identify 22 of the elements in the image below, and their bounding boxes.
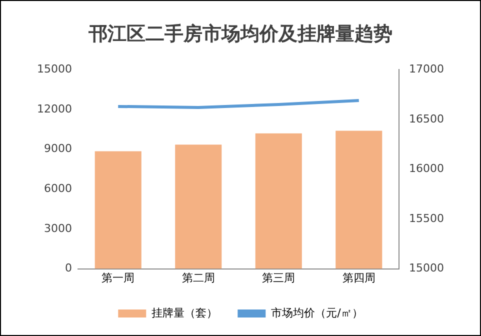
bar: [175, 144, 222, 269]
x-tick-label: 第一周: [102, 271, 135, 284]
chart-title: 邗江区二手房市场均价及挂牌量趋势: [88, 22, 394, 47]
y2-tick-label: 17000: [409, 62, 444, 76]
x-tick-label: 第二周: [182, 271, 215, 284]
y2-tick-label: 16500: [409, 112, 444, 126]
y2-tick-label: 15000: [409, 262, 444, 275]
y-tick-label: 6000: [44, 182, 72, 195]
bar: [336, 130, 382, 269]
y-tick-label: 12000: [36, 102, 72, 116]
bar: [94, 151, 142, 269]
y-tick-label: 9000: [44, 142, 72, 156]
y-tick-label: 15000: [36, 62, 72, 76]
x-tick-label: 第三周: [262, 271, 296, 284]
y-tick-label: 3000: [44, 222, 72, 235]
legend-label: 挂牌量（套）: [152, 306, 218, 320]
bar: [255, 133, 302, 269]
legend-label: 市场均价（元/㎡）: [271, 306, 363, 320]
y2-tick-label: 15500: [409, 212, 444, 225]
y-tick-label: 0: [64, 262, 72, 275]
x-tick-label: 第四周: [342, 271, 376, 284]
y2-tick-label: 16000: [409, 162, 444, 176]
